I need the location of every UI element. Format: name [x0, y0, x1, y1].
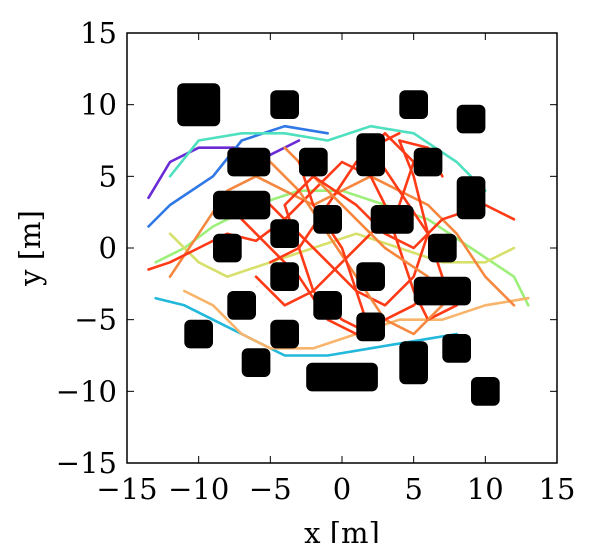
trajectory-line-0 — [147, 139, 301, 200]
x-tick-label: −15 — [96, 472, 157, 506]
trajectory-line-5 — [168, 232, 516, 279]
obstacle-25 — [399, 341, 428, 385]
obstacle-20 — [184, 319, 213, 349]
trajectory-line-8 — [147, 160, 459, 322]
obstacle-17 — [413, 276, 471, 306]
obstacle-16 — [356, 262, 385, 291]
trajectory-line-9 — [268, 139, 444, 307]
obstacle-11 — [370, 205, 414, 234]
y-tick-label: 0 — [99, 231, 117, 265]
x-tick-label: 5 — [404, 472, 422, 506]
x-tick-labels: −15 −10 −5 0 5 10 15 — [96, 472, 575, 506]
obstacle-9 — [456, 176, 486, 220]
y-tick-label: −5 — [74, 303, 117, 337]
obstacle-22 — [356, 312, 385, 342]
obstacle-7 — [413, 147, 443, 177]
obstacle-10 — [313, 205, 342, 234]
y-tick-label: 15 — [80, 16, 117, 50]
x-tick-label: 0 — [333, 472, 351, 506]
y-tick-labels: −15 −10 −5 0 5 10 15 — [56, 16, 117, 480]
obstacle-1 — [270, 90, 299, 119]
ticks — [126, 32, 558, 464]
obstacle-8 — [213, 190, 271, 220]
trajectory-line-6 — [183, 289, 530, 350]
obstacle-27 — [471, 377, 500, 406]
y-tick-label: 10 — [80, 88, 117, 122]
obstacle-13 — [270, 219, 299, 248]
y-axis-label: y [m] — [13, 210, 47, 287]
y-tick-label: −10 — [56, 374, 117, 408]
x-tick-label: 10 — [467, 472, 504, 506]
x-tick-label: −5 — [249, 472, 292, 506]
obstacle-24 — [306, 362, 378, 392]
x-axis-label: x [m] — [304, 516, 380, 543]
obstacle-15 — [270, 262, 299, 291]
trajectory-line-3 — [168, 124, 487, 192]
obstacle-14 — [428, 233, 457, 263]
trajectory-line-2 — [154, 296, 459, 357]
obstacle-0 — [177, 83, 221, 127]
obstacles — [177, 83, 500, 406]
obstacle-2 — [399, 90, 428, 119]
obstacle-3 — [456, 104, 486, 134]
obstacle-19 — [313, 291, 342, 320]
x-tick-label: −10 — [168, 472, 229, 506]
obstacle-23 — [241, 348, 271, 377]
obstacle-5 — [299, 147, 328, 177]
obstacle-12 — [213, 233, 242, 263]
obstacle-21 — [270, 319, 299, 349]
obstacle-6 — [356, 133, 385, 177]
obstacle-18 — [227, 291, 256, 320]
y-tick-label: 5 — [99, 159, 117, 193]
obstacle-26 — [442, 334, 471, 363]
obstacle-4 — [227, 147, 271, 177]
x-tick-label: 15 — [539, 472, 576, 506]
y-tick-label: −15 — [56, 446, 117, 480]
